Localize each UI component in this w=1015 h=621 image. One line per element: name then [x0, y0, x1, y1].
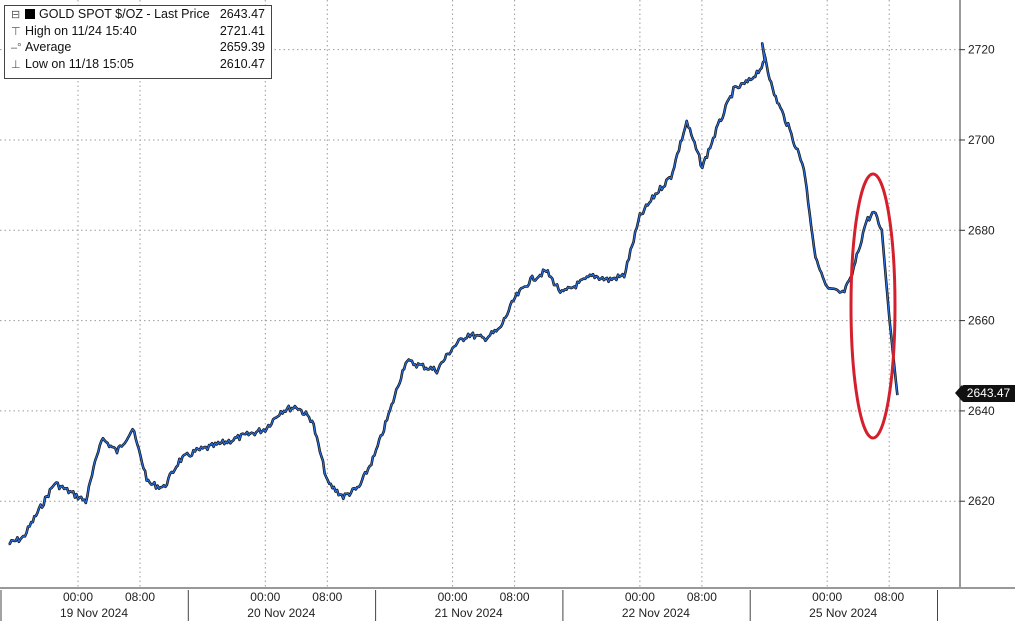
- legend-row-average: –° Average 2659.39: [5, 39, 271, 56]
- low-marker-icon: ⊥: [11, 58, 21, 71]
- date-label: 20 Nov 2024: [247, 606, 315, 620]
- x-tick-label: 00:00: [625, 590, 655, 604]
- high-marker-icon: ⊤: [11, 25, 21, 38]
- x-tick-label: 00:00: [63, 590, 93, 604]
- date-label: 21 Nov 2024: [435, 606, 503, 620]
- legend-average-value: 2659.39: [219, 40, 265, 54]
- legend-row-high: ⊤ High on 11/24 15:40 2721.41: [5, 23, 271, 40]
- legend-low-value: 2610.47: [219, 56, 265, 71]
- legend-title: GOLD SPOT $/OZ - Last Price: [39, 7, 210, 21]
- annotations: [849, 172, 897, 440]
- legend-low-label: Low on 11/18 15:05: [25, 56, 134, 71]
- legend-average-label: Average: [25, 40, 72, 54]
- y-tick-label: 2640: [968, 404, 995, 418]
- grid: [0, 0, 960, 587]
- x-tick-label: 00:00: [812, 590, 842, 604]
- price-line: [8, 42, 898, 545]
- legend-box: ⊟ GOLD SPOT $/OZ - Last Price 2643.47 ⊤ …: [4, 5, 272, 79]
- date-label: 25 Nov 2024: [809, 606, 877, 620]
- collapse-icon[interactable]: ⊟: [11, 9, 21, 21]
- x-tick-label: 08:00: [687, 590, 717, 604]
- highlight-ellipse: [849, 172, 897, 440]
- legend-row-low: ⊥ Low on 11/18 15:05 2610.47: [5, 56, 271, 73]
- date-label: 19 Nov 2024: [60, 606, 128, 620]
- series-swatch-icon: [25, 9, 35, 19]
- x-tick-label: 08:00: [125, 590, 155, 604]
- legend-title-value: 2643.47: [219, 7, 265, 21]
- x-tick-label: 00:00: [438, 590, 468, 604]
- x-tick-label: 08:00: [874, 590, 904, 604]
- x-tick-label: 00:00: [250, 590, 280, 604]
- average-marker-icon: –°: [11, 42, 22, 54]
- legend-row-last-price: ⊟ GOLD SPOT $/OZ - Last Price 2643.47: [5, 6, 271, 23]
- series-line: [8, 42, 899, 546]
- y-tick-label: 2660: [968, 314, 995, 328]
- y-tick-label: 2700: [968, 133, 995, 147]
- x-tick-label: 08:00: [312, 590, 342, 604]
- x-tick-label: 08:00: [500, 590, 530, 604]
- y-tick-label: 2720: [968, 43, 995, 57]
- last-price-tag: 2643.47: [955, 385, 1015, 402]
- date-label: 22 Nov 2024: [622, 606, 690, 620]
- y-tick-label: 2680: [968, 223, 995, 237]
- legend-high-label: High on 11/24 15:40: [25, 23, 137, 38]
- y-tick-label: 2620: [968, 494, 995, 508]
- legend-high-value: 2721.41: [219, 23, 265, 38]
